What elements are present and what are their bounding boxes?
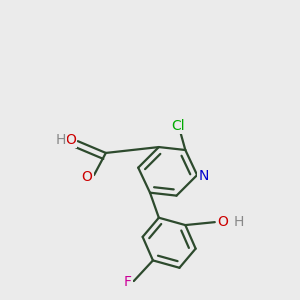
Text: O: O xyxy=(65,133,76,147)
Text: Cl: Cl xyxy=(171,119,185,133)
Text: H: H xyxy=(56,133,66,147)
Text: N: N xyxy=(199,169,209,183)
Text: H: H xyxy=(234,215,244,229)
Text: O: O xyxy=(217,215,228,229)
Text: O: O xyxy=(82,170,93,184)
Text: F: F xyxy=(124,275,132,289)
